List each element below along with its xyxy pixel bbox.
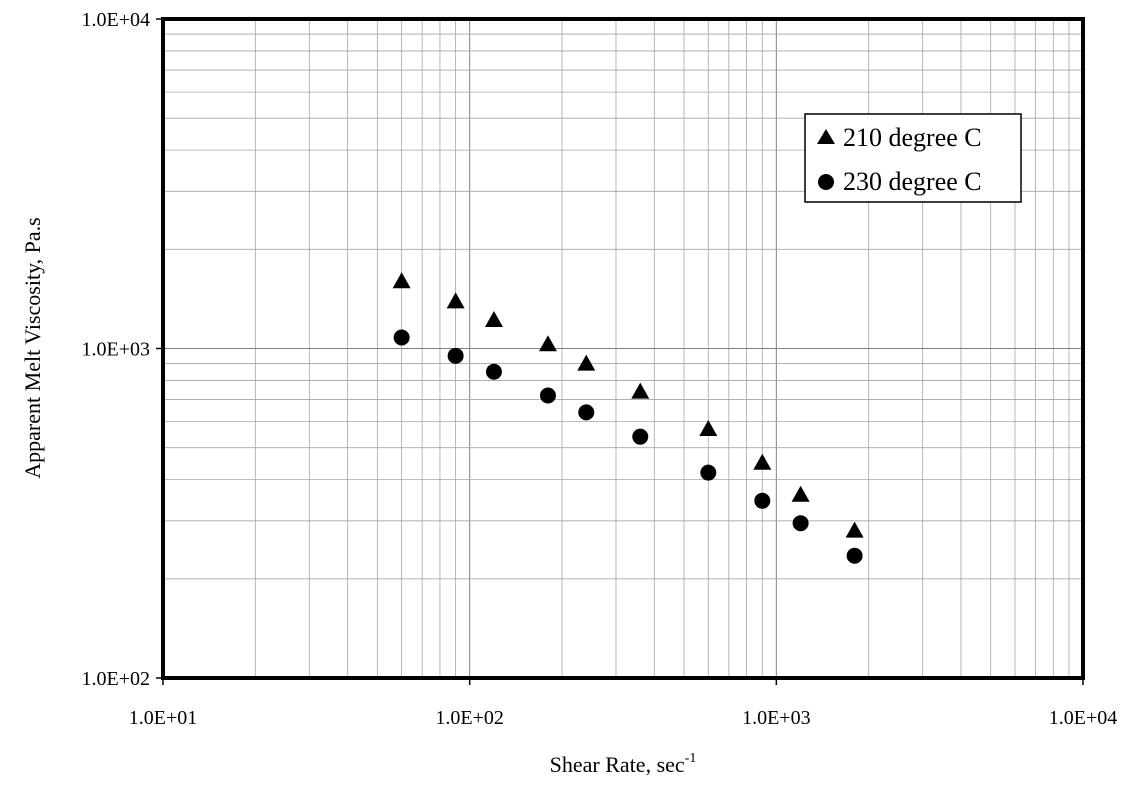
circle-point-230 [700, 464, 717, 481]
x-axis-title-superscript: -1 [685, 751, 697, 766]
circle-point-230 [578, 404, 595, 421]
legend-label-210: 210 degree C [843, 123, 982, 152]
triangle-point-210 [845, 521, 864, 538]
legend-marker-circle [818, 174, 834, 190]
triangle-point-210 [538, 335, 557, 352]
circle-point-230 [632, 428, 649, 445]
x-tick-label: 1.0E+04 [1049, 707, 1118, 729]
legend-label-230: 230 degree C [843, 167, 982, 196]
circle-point-230 [539, 387, 556, 404]
triangle-point-210 [577, 354, 596, 371]
circle-point-230 [393, 329, 410, 346]
triangle-point-210 [699, 419, 718, 436]
x-tick-label: 1.0E+03 [742, 707, 811, 729]
x-axis-title: Shear Rate, sec-1 [550, 751, 697, 777]
x-tick-label: 1.0E+01 [129, 707, 198, 729]
triangle-point-210 [791, 485, 810, 502]
triangle-point-210 [392, 272, 411, 289]
legend: 210 degree C 230 degree C [804, 113, 1022, 203]
circle-point-230 [485, 363, 502, 380]
legend-box [804, 113, 1022, 203]
legend-marker-triangle [817, 129, 835, 144]
data-points [392, 272, 864, 564]
y-tick-label: 1.0E+04 [82, 9, 151, 31]
circle-point-230 [846, 547, 863, 564]
triangle-point-210 [446, 292, 465, 309]
triangle-point-210 [484, 311, 503, 328]
y-tick-label: 1.0E+03 [82, 339, 151, 361]
circle-point-230 [754, 492, 771, 509]
x-axis-title-text: Shear Rate, sec [550, 752, 685, 777]
y-axis-title: Apparent Melt Viscosity, Pa.s [20, 217, 45, 478]
y-tick-labels: 1.0E+02 1.0E+03 1.0E+04 [82, 9, 163, 690]
circle-point-230 [447, 347, 464, 364]
x-tick-label: 1.0E+02 [435, 707, 504, 729]
triangle-point-210 [753, 453, 772, 470]
triangle-point-210 [631, 382, 650, 399]
x-tick-labels: 1.0E+01 1.0E+02 1.0E+03 1.0E+04 [129, 678, 1118, 729]
circle-point-230 [792, 515, 809, 532]
y-tick-label: 1.0E+02 [82, 668, 151, 690]
